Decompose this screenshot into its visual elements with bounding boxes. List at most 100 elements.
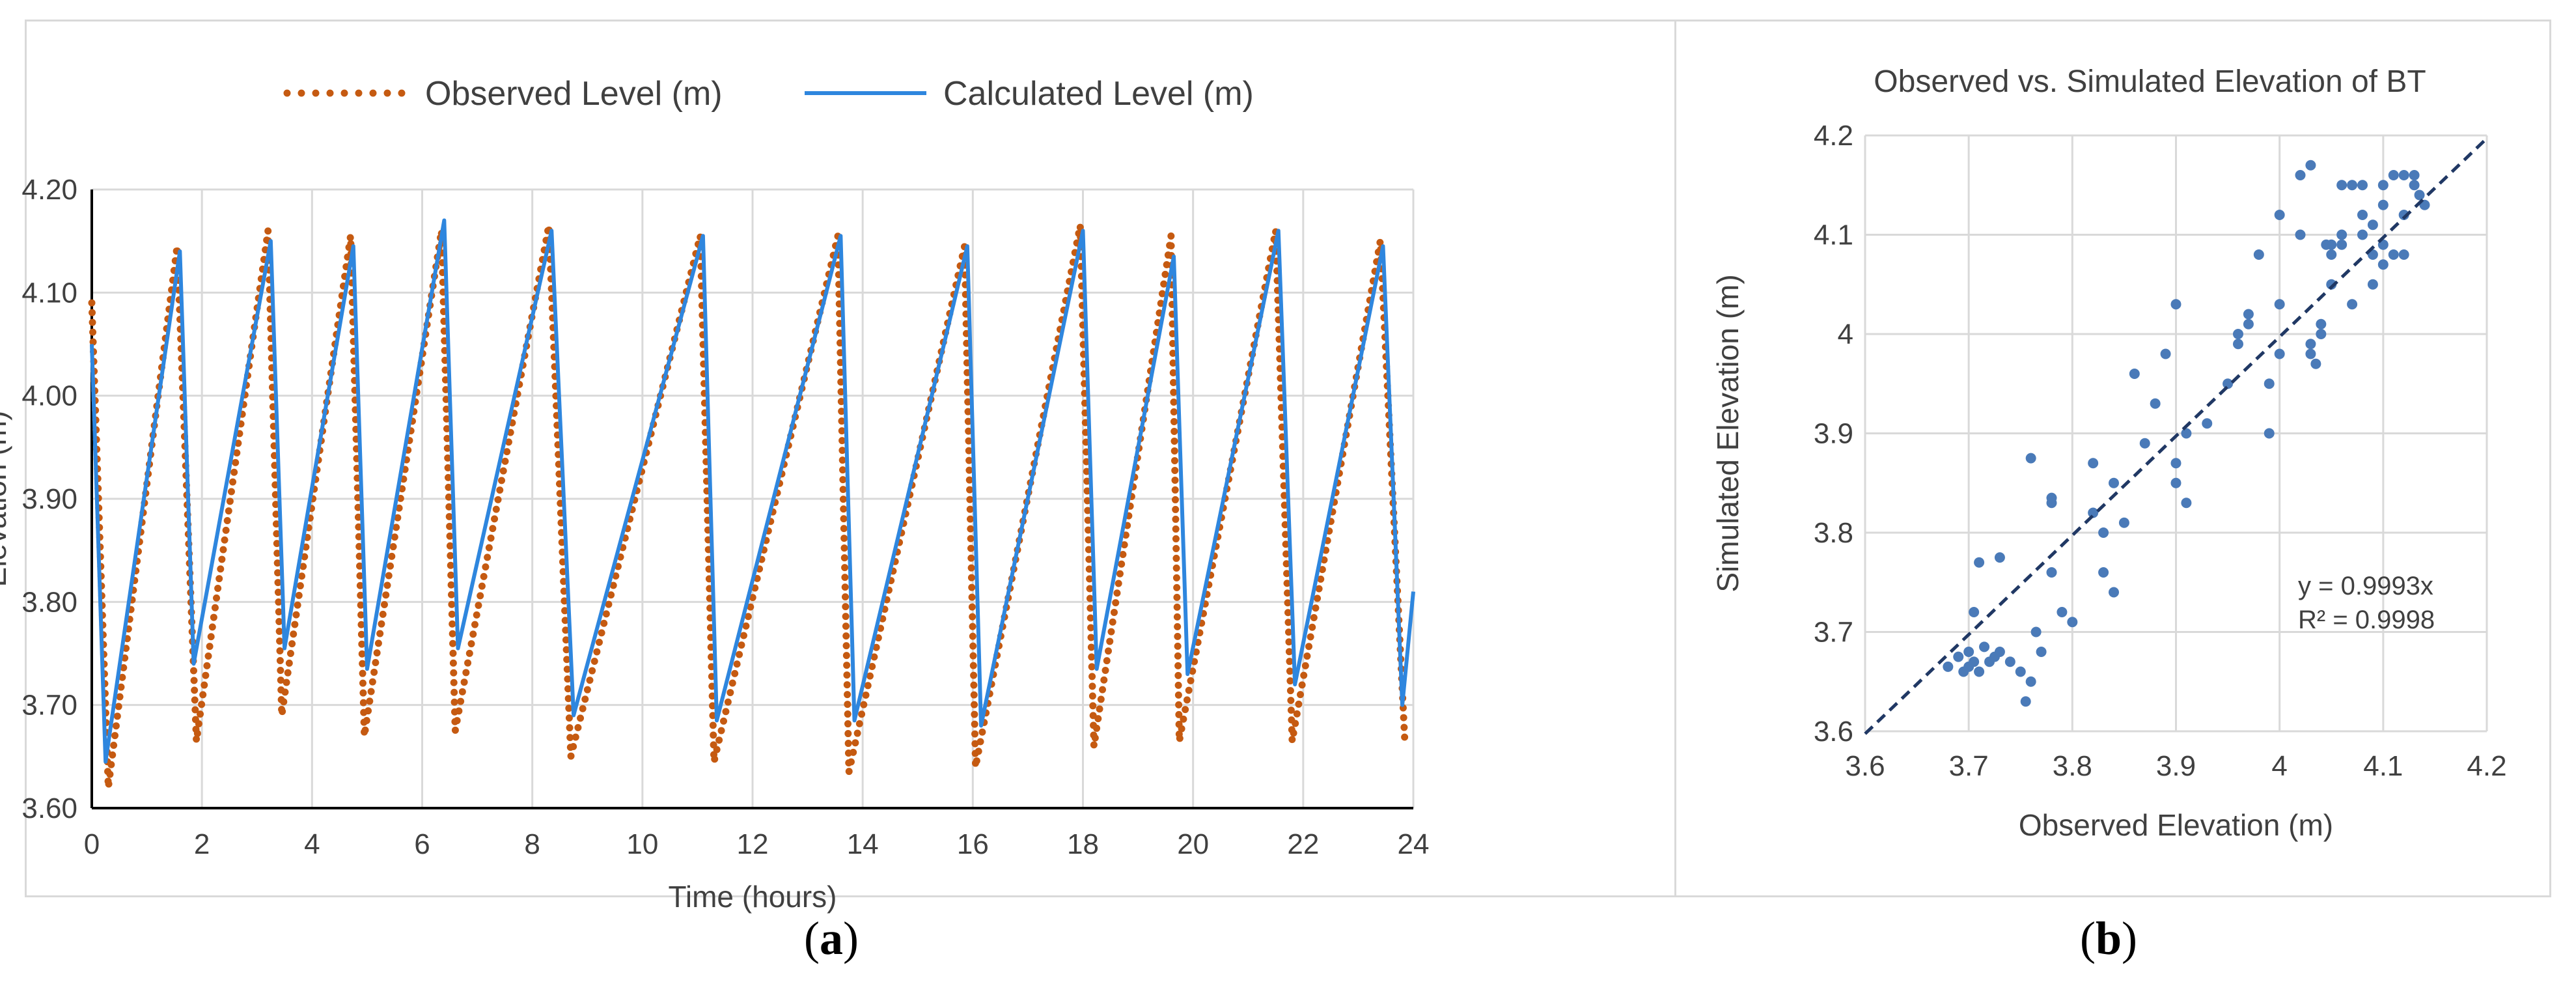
x-tick-a-11: 22 bbox=[1287, 828, 1319, 860]
x-tick-a-8: 16 bbox=[957, 828, 989, 860]
scatter-point-51 bbox=[2274, 348, 2285, 359]
y-tick-b-6: 4.2 bbox=[1814, 120, 1853, 152]
scatter-point-57 bbox=[2305, 339, 2316, 350]
x-tick-b-1: 3.7 bbox=[1949, 750, 1989, 782]
scatter-point-20 bbox=[2046, 567, 2057, 578]
scatter-point-78 bbox=[2398, 170, 2409, 180]
y-tick-b-4: 4 bbox=[1838, 318, 1853, 350]
scatter-point-66 bbox=[2347, 180, 2358, 191]
x-tick-b-3: 3.9 bbox=[2156, 750, 2196, 782]
panel-a: 0 2 4 6 8 10 12 14 16 18 20 22 24 3.60 3.70 3.80 3.90 4.0… bbox=[0, 20, 1715, 914]
scatter-point-28 bbox=[2098, 567, 2109, 578]
scatter-point-23 bbox=[2025, 453, 2036, 464]
scatter-point-17 bbox=[1974, 557, 1985, 568]
scatter-point-4 bbox=[1969, 656, 1980, 667]
scatter-point-1 bbox=[1953, 651, 1964, 662]
scatter-point-69 bbox=[2357, 180, 2368, 191]
scatter-point-11 bbox=[2025, 676, 2036, 687]
y-tick-b-3: 3.9 bbox=[1814, 418, 1853, 450]
x-tick-b-2: 3.8 bbox=[2053, 750, 2092, 782]
chart-b-title: Observed vs. Simulated Elevation of BT bbox=[1874, 64, 2426, 99]
scatter-point-33 bbox=[2139, 438, 2150, 449]
scatter-point-9 bbox=[2015, 666, 2026, 677]
y-tick-b-2: 3.8 bbox=[1814, 517, 1853, 549]
y-tick-a-3: 3.90 bbox=[21, 483, 77, 515]
scatter-point-50 bbox=[2264, 378, 2275, 389]
chart-a-svg: 0 2 4 6 8 10 12 14 16 18 20 22 243.603.703.803.904.0… bbox=[0, 75, 1429, 914]
scatter-point-67 bbox=[2347, 299, 2358, 310]
scatter-point-19 bbox=[2030, 626, 2042, 638]
legend-calculated-label: Calculated Level (m) bbox=[943, 75, 1254, 113]
x-tick-a-9: 18 bbox=[1067, 828, 1099, 860]
scatter-point-36 bbox=[2150, 398, 2161, 409]
scatter-point-10 bbox=[2020, 696, 2031, 707]
scatter-point-5 bbox=[1974, 666, 1985, 677]
scatter-point-70 bbox=[2367, 279, 2378, 290]
trend-equation: y = 0.9993x bbox=[2298, 572, 2433, 600]
scatter-point-35 bbox=[2160, 348, 2171, 359]
scatter-point-60 bbox=[2316, 318, 2327, 329]
y-tick-b-1: 3.7 bbox=[1814, 617, 1853, 649]
scatter-point-13 bbox=[1979, 641, 1990, 652]
x-tick-b-6: 4.2 bbox=[2467, 750, 2506, 782]
scatter-point-8 bbox=[2004, 656, 2015, 667]
x-axis-label-a: Time (hours) bbox=[669, 880, 837, 914]
scatter-point-14 bbox=[1989, 651, 2000, 662]
scatter-point-83 bbox=[2377, 180, 2389, 191]
series-observed-line bbox=[88, 225, 1409, 789]
scatter-point-15 bbox=[1969, 607, 1980, 617]
caption-a-letter: a bbox=[819, 912, 843, 964]
scatter-point-76 bbox=[2388, 249, 2399, 260]
y-axis-label-a: Elevation (m) bbox=[0, 411, 12, 587]
scatter-point-88 bbox=[2326, 279, 2337, 290]
y-tick-a-6: 4.20 bbox=[21, 174, 77, 206]
caption-b-letter: b bbox=[2095, 912, 2122, 964]
scatter-point-59 bbox=[2310, 358, 2321, 369]
scatter-point-44 bbox=[2233, 339, 2243, 350]
scatter-point-54 bbox=[2295, 170, 2306, 180]
scatter-point-64 bbox=[2336, 229, 2347, 240]
series-calculated-line bbox=[90, 218, 1415, 764]
y-axis-label-b: Simulated Elevation (m) bbox=[1711, 274, 1745, 592]
x-tick-a-1: 2 bbox=[194, 828, 210, 860]
chart-b-svg: 3.6 3.7 3.8 3.9 4 4.1 4.2 3.6 3.7 3.8 3.9 4 4.1 4.2 Ob… bbox=[1711, 64, 2507, 842]
y-tick-a-5: 4.10 bbox=[21, 277, 77, 309]
scatter-point-65 bbox=[2336, 180, 2347, 191]
scatter-point-55 bbox=[2295, 229, 2306, 240]
y-tick-a-0: 3.60 bbox=[21, 792, 77, 824]
trendline bbox=[1864, 137, 2488, 735]
x-tick-b-0: 3.6 bbox=[1845, 750, 1885, 782]
scatter-point-41 bbox=[2181, 428, 2192, 439]
scatter-point-40 bbox=[2170, 299, 2181, 310]
caption-b: (b) bbox=[2080, 912, 2138, 964]
scatter-point-53 bbox=[2274, 210, 2285, 220]
y-tick-b-5: 4.1 bbox=[1814, 219, 1853, 251]
x-tick-a-5: 10 bbox=[626, 828, 658, 860]
scatter-point-45 bbox=[2233, 329, 2243, 339]
y-tick-a-2: 3.80 bbox=[21, 586, 77, 618]
scatter-point-52 bbox=[2274, 299, 2285, 310]
scatter-point-30 bbox=[2088, 458, 2099, 469]
scatter-point-58 bbox=[2305, 348, 2316, 359]
y-tick-a-1: 3.70 bbox=[21, 690, 77, 722]
scatter-point-85 bbox=[2357, 229, 2368, 240]
x-tick-b-5: 4.1 bbox=[2363, 750, 2403, 782]
scatter-point-12 bbox=[1963, 647, 1974, 657]
scatter-point-72 bbox=[2377, 259, 2389, 270]
scatter-point-43 bbox=[2223, 378, 2234, 389]
x-tick-a-2: 4 bbox=[304, 828, 320, 860]
x-tick-a-0: 0 bbox=[84, 828, 100, 860]
panel-b: 3.6 3.7 3.8 3.9 4 4.1 4.2 3.6 3.7 3.8 3.9 4 4.1 4.2 Ob… bbox=[1674, 20, 2551, 897]
scatter-point-56 bbox=[2305, 160, 2316, 171]
scatter-point-34 bbox=[2129, 369, 2140, 379]
scatter-point-81 bbox=[2414, 189, 2425, 201]
scatter-point-49 bbox=[2264, 428, 2275, 439]
x-tick-a-4: 8 bbox=[524, 828, 540, 860]
scatter-point-21 bbox=[2057, 607, 2068, 617]
scatter-point-47 bbox=[2243, 318, 2254, 329]
scatter-point-79 bbox=[2409, 170, 2420, 180]
scatter-point-74 bbox=[2377, 199, 2389, 210]
scatter-point-16 bbox=[1994, 552, 2005, 563]
scatter-point-48 bbox=[2253, 249, 2264, 260]
scatter-point-32 bbox=[2109, 477, 2119, 488]
